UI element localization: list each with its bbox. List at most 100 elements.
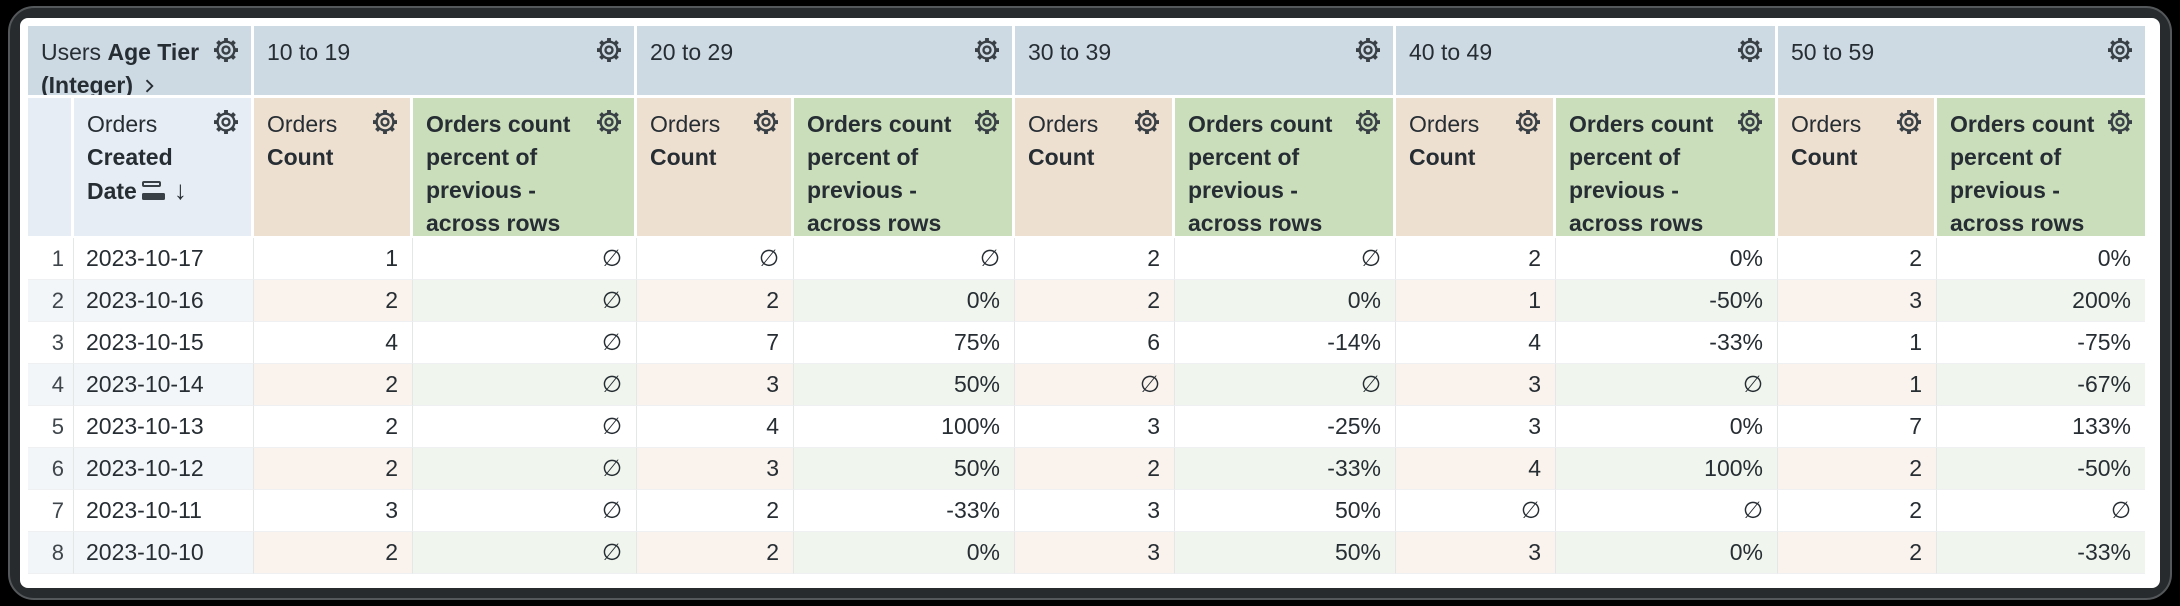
chevron-right-icon[interactable] bbox=[139, 76, 159, 96]
count-cell-30-39[interactable]: 3 bbox=[1015, 532, 1175, 574]
measure-header-count-40-49[interactable]: Orders Count bbox=[1396, 98, 1556, 238]
measure-header-count-20-29[interactable]: Orders Count bbox=[637, 98, 794, 238]
percent-cell-30-39[interactable]: 0% bbox=[1175, 280, 1396, 322]
percent-cell-20-29[interactable]: 50% bbox=[794, 364, 1015, 406]
percent-cell-10-19[interactable]: ∅ bbox=[413, 490, 637, 532]
gear-icon[interactable] bbox=[2105, 35, 2135, 65]
count-cell-50-59[interactable]: 2 bbox=[1778, 448, 1937, 490]
sort-desc-icon[interactable]: ↓ bbox=[173, 175, 187, 205]
count-cell-50-59[interactable]: 7 bbox=[1778, 406, 1937, 448]
percent-cell-40-49[interactable]: ∅ bbox=[1556, 364, 1778, 406]
percent-cell-20-29[interactable]: 50% bbox=[794, 448, 1015, 490]
gear-icon[interactable] bbox=[211, 35, 241, 65]
count-cell-40-49[interactable]: 2 bbox=[1396, 238, 1556, 280]
count-cell-20-29[interactable]: 2 bbox=[637, 490, 794, 532]
count-cell-20-29[interactable]: 7 bbox=[637, 322, 794, 364]
percent-cell-30-39[interactable]: ∅ bbox=[1175, 238, 1396, 280]
count-cell-20-29[interactable]: 2 bbox=[637, 280, 794, 322]
measure-header-percent-20-29[interactable]: Orders count percent of previous - across r… bbox=[794, 98, 1015, 238]
measure-header-count-50-59[interactable]: Orders Count bbox=[1778, 98, 1937, 238]
percent-cell-10-19[interactable]: ∅ bbox=[413, 448, 637, 490]
gear-icon[interactable] bbox=[1353, 107, 1383, 137]
date-cell[interactable]: 2023-10-14 bbox=[74, 364, 254, 406]
date-cell[interactable]: 2023-10-16 bbox=[74, 280, 254, 322]
count-cell-10-19[interactable]: 2 bbox=[254, 280, 413, 322]
percent-cell-40-49[interactable]: 100% bbox=[1556, 448, 1778, 490]
count-cell-20-29[interactable]: 3 bbox=[637, 448, 794, 490]
gear-icon[interactable] bbox=[1735, 35, 1765, 65]
gear-icon[interactable] bbox=[594, 107, 624, 137]
percent-cell-20-29[interactable]: 100% bbox=[794, 406, 1015, 448]
gear-icon[interactable] bbox=[1894, 107, 1924, 137]
percent-cell-10-19[interactable]: ∅ bbox=[413, 406, 637, 448]
percent-cell-50-59[interactable]: ∅ bbox=[1937, 490, 2145, 532]
date-cell[interactable]: 2023-10-13 bbox=[74, 406, 254, 448]
count-cell-40-49[interactable]: 3 bbox=[1396, 406, 1556, 448]
measure-header-count-10-19[interactable]: Orders Count bbox=[254, 98, 413, 238]
percent-cell-50-59[interactable]: 200% bbox=[1937, 280, 2145, 322]
percent-cell-50-59[interactable]: -67% bbox=[1937, 364, 2145, 406]
gear-icon[interactable] bbox=[1132, 107, 1162, 137]
date-cell[interactable]: 2023-10-10 bbox=[74, 532, 254, 574]
count-cell-10-19[interactable]: 4 bbox=[254, 322, 413, 364]
percent-cell-50-59[interactable]: -75% bbox=[1937, 322, 2145, 364]
pivot-value-header-20-29[interactable]: 20 to 29 bbox=[637, 26, 1015, 98]
count-cell-40-49[interactable]: 4 bbox=[1396, 448, 1556, 490]
pivot-value-header-40-49[interactable]: 40 to 49 bbox=[1396, 26, 1778, 98]
count-cell-50-59[interactable]: 2 bbox=[1778, 238, 1937, 280]
count-cell-50-59[interactable]: 1 bbox=[1778, 364, 1937, 406]
count-cell-30-39[interactable]: 6 bbox=[1015, 322, 1175, 364]
percent-cell-50-59[interactable]: 0% bbox=[1937, 238, 2145, 280]
count-cell-10-19[interactable]: 2 bbox=[254, 532, 413, 574]
count-cell-10-19[interactable]: 2 bbox=[254, 364, 413, 406]
percent-cell-50-59[interactable]: -50% bbox=[1937, 448, 2145, 490]
count-cell-30-39[interactable]: ∅ bbox=[1015, 364, 1175, 406]
gear-icon[interactable] bbox=[370, 107, 400, 137]
gear-icon[interactable] bbox=[1353, 35, 1383, 65]
percent-cell-50-59[interactable]: 133% bbox=[1937, 406, 2145, 448]
count-cell-10-19[interactable]: 1 bbox=[254, 238, 413, 280]
count-cell-30-39[interactable]: 2 bbox=[1015, 280, 1175, 322]
date-hierarchy-icon[interactable] bbox=[141, 179, 168, 203]
percent-cell-30-39[interactable]: ∅ bbox=[1175, 364, 1396, 406]
percent-cell-30-39[interactable]: -14% bbox=[1175, 322, 1396, 364]
count-cell-40-49[interactable]: ∅ bbox=[1396, 490, 1556, 532]
percent-cell-10-19[interactable]: ∅ bbox=[413, 364, 637, 406]
percent-cell-10-19[interactable]: ∅ bbox=[413, 322, 637, 364]
count-cell-10-19[interactable]: 2 bbox=[254, 406, 413, 448]
pivot-value-header-50-59[interactable]: 50 to 59 bbox=[1778, 26, 2145, 98]
gear-icon[interactable] bbox=[972, 35, 1002, 65]
count-cell-30-39[interactable]: 3 bbox=[1015, 490, 1175, 532]
measure-header-percent-50-59[interactable]: Orders count percent of previous - across r… bbox=[1937, 98, 2145, 238]
count-cell-10-19[interactable]: 3 bbox=[254, 490, 413, 532]
percent-cell-40-49[interactable]: ∅ bbox=[1556, 490, 1778, 532]
percent-cell-40-49[interactable]: -50% bbox=[1556, 280, 1778, 322]
percent-cell-20-29[interactable]: -33% bbox=[794, 490, 1015, 532]
gear-icon[interactable] bbox=[1513, 107, 1543, 137]
percent-cell-30-39[interactable]: -25% bbox=[1175, 406, 1396, 448]
pivot-field-header[interactable]: Users Age Tier (Integer) bbox=[28, 26, 254, 98]
percent-cell-20-29[interactable]: 0% bbox=[794, 280, 1015, 322]
percent-cell-40-49[interactable]: -33% bbox=[1556, 322, 1778, 364]
date-cell[interactable]: 2023-10-12 bbox=[74, 448, 254, 490]
count-cell-40-49[interactable]: 3 bbox=[1396, 532, 1556, 574]
percent-cell-40-49[interactable]: 0% bbox=[1556, 238, 1778, 280]
percent-cell-20-29[interactable]: 0% bbox=[794, 532, 1015, 574]
percent-cell-10-19[interactable]: ∅ bbox=[413, 238, 637, 280]
percent-cell-50-59[interactable]: -33% bbox=[1937, 532, 2145, 574]
gear-icon[interactable] bbox=[1735, 107, 1765, 137]
measure-header-percent-10-19[interactable]: Orders count percent of previous - across r… bbox=[413, 98, 637, 238]
count-cell-20-29[interactable]: 3 bbox=[637, 364, 794, 406]
percent-cell-20-29[interactable]: 75% bbox=[794, 322, 1015, 364]
count-cell-20-29[interactable]: 4 bbox=[637, 406, 794, 448]
count-cell-50-59[interactable]: 2 bbox=[1778, 490, 1937, 532]
percent-cell-20-29[interactable]: ∅ bbox=[794, 238, 1015, 280]
count-cell-40-49[interactable]: 1 bbox=[1396, 280, 1556, 322]
count-cell-50-59[interactable]: 2 bbox=[1778, 532, 1937, 574]
percent-cell-30-39[interactable]: 50% bbox=[1175, 490, 1396, 532]
count-cell-20-29[interactable]: 2 bbox=[637, 532, 794, 574]
date-cell[interactable]: 2023-10-15 bbox=[74, 322, 254, 364]
percent-cell-40-49[interactable]: 0% bbox=[1556, 406, 1778, 448]
count-cell-40-49[interactable]: 3 bbox=[1396, 364, 1556, 406]
count-cell-10-19[interactable]: 2 bbox=[254, 448, 413, 490]
